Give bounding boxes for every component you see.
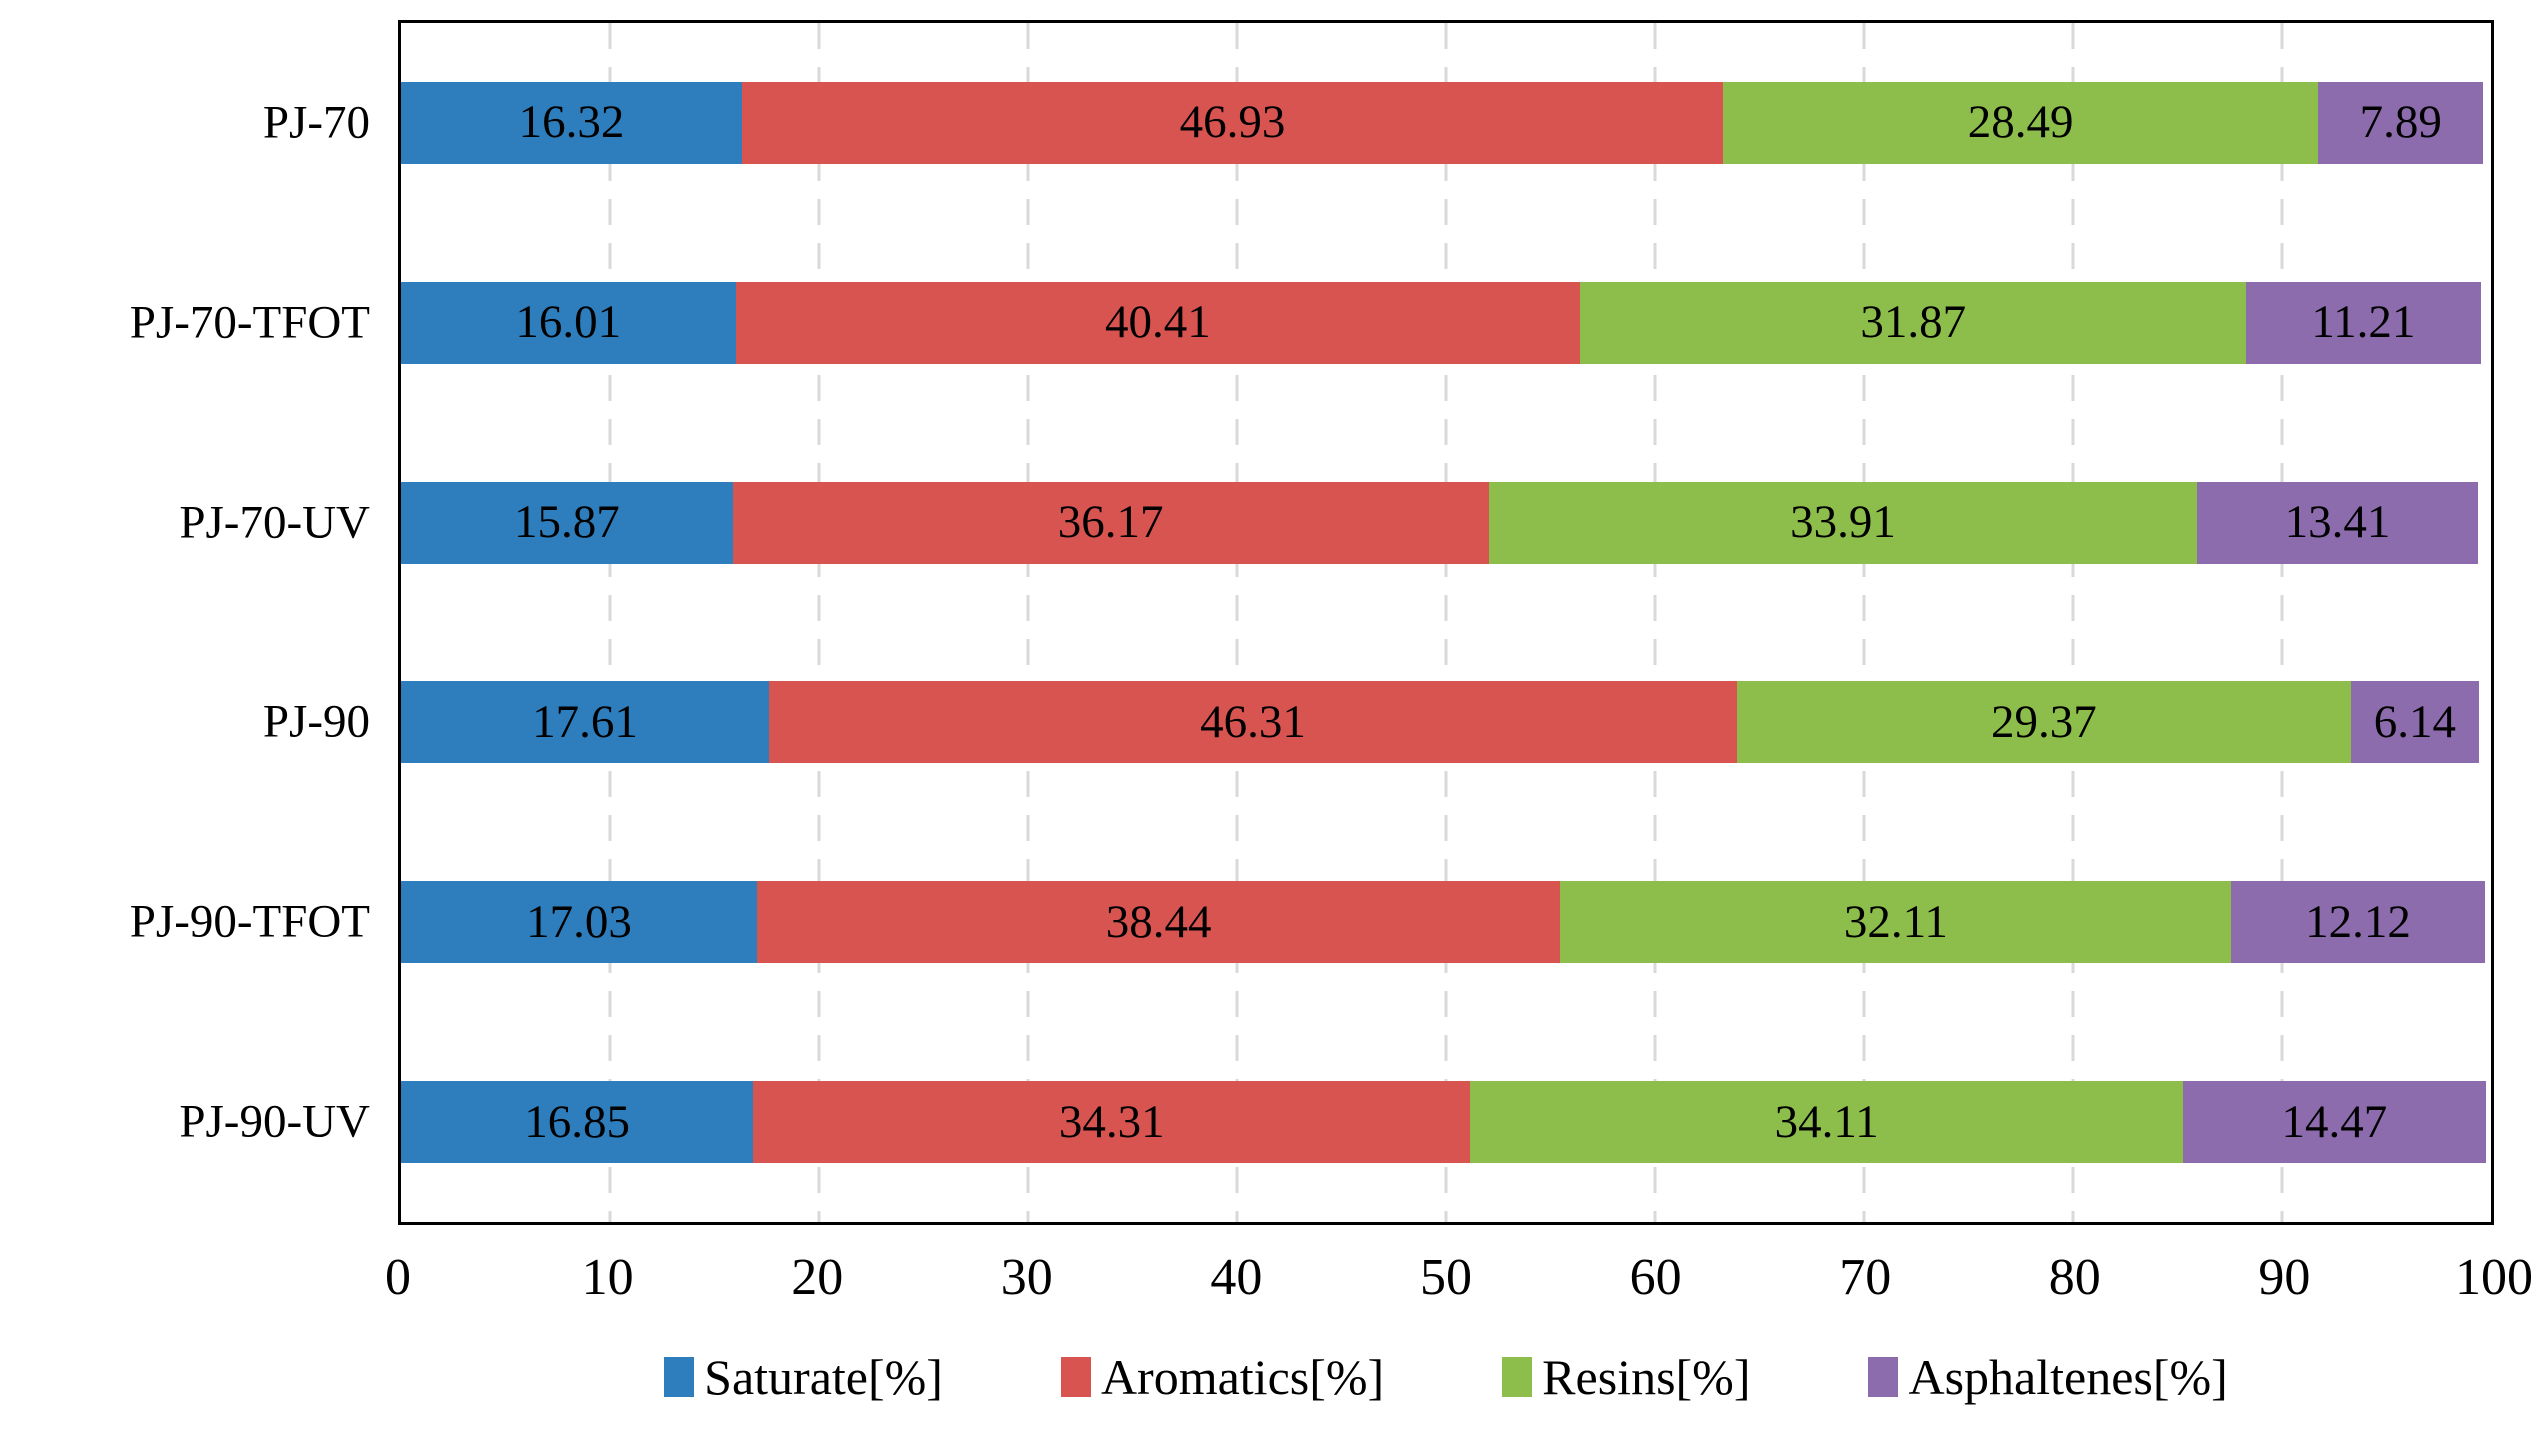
bar-value-label: 40.41	[1105, 296, 1211, 349]
bar-value-label: 7.89	[2359, 96, 2442, 149]
bar-value-label: 17.61	[532, 695, 638, 748]
bar-segment-asphaltenes: 13.41	[2197, 481, 2478, 564]
bar-value-label: 14.47	[2281, 1095, 2388, 1148]
bar-value-label: 11.21	[2311, 296, 2416, 349]
legend-label: Asphaltenes[%]	[1908, 1349, 2228, 1405]
gridline	[817, 23, 821, 1222]
bar-segment-resins: 32.11	[1560, 881, 2232, 964]
bar-value-label: 6.14	[2373, 695, 2457, 748]
bar-value-label: 38.44	[1105, 895, 1212, 948]
category-label: PJ-70	[262, 96, 370, 149]
x-tick-label: 10	[581, 1249, 634, 1306]
bar-segment-aromatics: 34.31	[753, 1081, 1471, 1164]
category-label: PJ-90	[262, 695, 370, 748]
legend-label: Saturate[%]	[704, 1349, 943, 1405]
x-tick-label: 70	[1839, 1249, 1892, 1306]
bar-row: 16.85 34.31 34.11 14.47	[401, 1081, 2491, 1164]
bar-segment-asphaltenes: 12.12	[2231, 881, 2485, 964]
x-tick-label: 100	[2455, 1249, 2533, 1306]
bar-value-label: 29.37	[1990, 695, 2097, 748]
bar-segment-saturate: 17.03	[401, 881, 757, 964]
bar-value-label: 36.17	[1057, 496, 1164, 549]
bar-value-label: 34.11	[1774, 1095, 1879, 1148]
bar-segment-asphaltenes: 7.89	[2318, 81, 2484, 164]
bar-value-label: 46.31	[1200, 695, 1306, 748]
bar-segment-asphaltenes: 14.47	[2183, 1081, 2486, 1164]
gridline	[2280, 23, 2284, 1222]
bar-segment-resins: 31.87	[1580, 281, 2247, 364]
bar-row: 16.01 40.41 31.87 11.21	[401, 281, 2491, 364]
bar-row: 15.87 36.17 33.91 13.41	[401, 481, 2491, 564]
bar-value-label: 31.87	[1860, 296, 1967, 349]
bar-value-label: 32.11	[1843, 895, 1948, 948]
legend-swatch-icon	[1502, 1357, 1533, 1397]
gridline	[1444, 23, 1448, 1222]
bar-segment-aromatics: 46.93	[742, 81, 1723, 164]
bar-value-label: 46.93	[1179, 96, 1286, 149]
plot-area: 16.32 46.93 28.49 7.89 16.01 40.41 31.87 11.21 1…	[398, 20, 2494, 1225]
bar-segment-saturate: 17.61	[401, 681, 770, 764]
gridline	[2071, 23, 2075, 1222]
x-tick-label: 0	[385, 1249, 411, 1306]
x-tick-label: 30	[1000, 1249, 1053, 1306]
x-tick-label: 20	[791, 1249, 844, 1306]
bar-value-label: 16.01	[515, 296, 622, 349]
gridline	[608, 23, 612, 1222]
bar-segment-asphaltenes: 6.14	[2350, 681, 2480, 764]
bar-value-label: 34.31	[1058, 1095, 1165, 1148]
legend-label: Aromatics[%]	[1100, 1349, 1385, 1405]
x-tick-label: 80	[2048, 1249, 2101, 1306]
x-tick-label: 90	[2258, 1249, 2311, 1306]
legend-item-asphaltenes: Asphaltenes[%]	[1868, 1349, 2228, 1405]
category-label: PJ-70-TFOT	[129, 296, 370, 349]
gridline	[1235, 23, 1239, 1222]
category-label: PJ-70-UV	[179, 496, 370, 549]
bar-value-label: 16.85	[524, 1095, 630, 1148]
value-axis: 0 10 20 30 40 50 60 70 80 90 100	[385, 1249, 2533, 1322]
bar-segment-saturate: 15.87	[401, 481, 733, 564]
bar-value-label: 15.87	[513, 496, 620, 549]
bar-segment-saturate: 16.01	[401, 281, 736, 364]
category-label: PJ-90-UV	[179, 1095, 370, 1148]
category-label: PJ-90-TFOT	[129, 895, 370, 948]
bar-segment-resins: 29.37	[1736, 681, 2351, 764]
bar-value-label: 28.49	[1967, 96, 2074, 149]
bar-row: 17.03 38.44 32.11 12.12	[401, 881, 2491, 964]
legend-swatch-icon	[1868, 1357, 1899, 1397]
bar-segment-saturate: 16.32	[401, 81, 743, 164]
legend-item-aromatics: Aromatics[%]	[1060, 1349, 1385, 1405]
chart-legend: Saturate[%] Aromatics[%] Resins[%] Asphalte…	[398, 1352, 2494, 1402]
bar-row: 17.61 46.31 29.37 6.14	[401, 681, 2491, 764]
legend-label: Resins[%]	[1542, 1349, 1751, 1405]
bar-value-label: 17.03	[526, 895, 632, 948]
bar-value-label: 16.32	[518, 96, 625, 149]
bar-segment-saturate: 16.85	[401, 1081, 754, 1164]
legend-item-resins: Resins[%]	[1502, 1352, 1750, 1402]
bar-segment-aromatics: 38.44	[756, 881, 1561, 964]
x-tick-label: 60	[1629, 1249, 1682, 1306]
gridline	[1026, 23, 1030, 1222]
bar-segment-resins: 28.49	[1722, 81, 2319, 164]
legend-swatch-icon	[1060, 1357, 1091, 1397]
legend-swatch-icon	[664, 1357, 695, 1397]
bar-value-label: 13.41	[2284, 496, 2391, 549]
bar-row: 16.32 46.93 28.49 7.89	[401, 81, 2491, 164]
bar-segment-aromatics: 46.31	[769, 681, 1737, 764]
bar-segment-resins: 33.91	[1488, 481, 2198, 564]
bar-segment-aromatics: 36.17	[732, 481, 1489, 564]
bar-value-label: 12.12	[2305, 895, 2411, 948]
x-tick-label: 40	[1210, 1249, 1263, 1306]
gridline	[1653, 23, 1657, 1222]
legend-item-saturate: Saturate[%]	[664, 1352, 943, 1402]
bar-segment-resins: 34.11	[1470, 1081, 2184, 1164]
bar-value-label: 33.91	[1790, 496, 1896, 549]
bar-segment-aromatics: 40.41	[735, 281, 1581, 364]
x-tick-label: 50	[1420, 1249, 1472, 1306]
bar-segment-asphaltenes: 11.21	[2246, 281, 2481, 364]
gridline	[1862, 23, 1866, 1222]
